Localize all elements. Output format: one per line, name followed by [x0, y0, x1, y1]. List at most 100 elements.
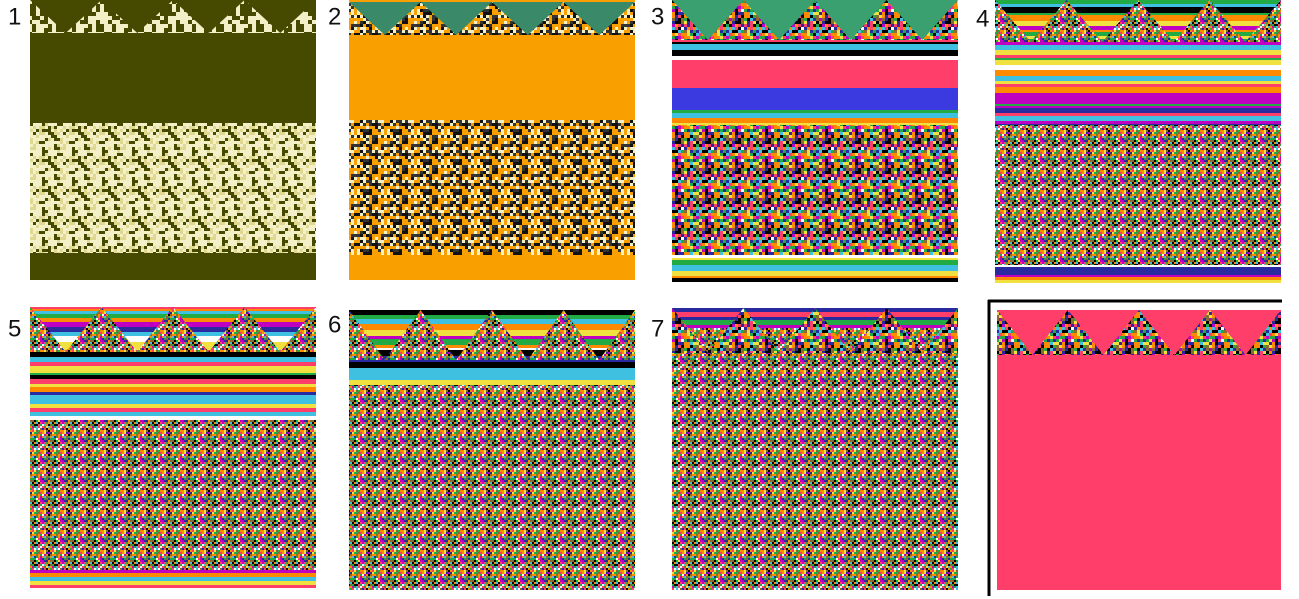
triangle: [65, 0, 138, 33]
triangle: [30, 0, 66, 33]
stripe: [30, 373, 316, 375]
stripe: [672, 276, 958, 278]
stripe: [995, 265, 1281, 267]
stripe: [30, 384, 316, 387]
noise: [349, 385, 635, 590]
stripe: [995, 113, 1281, 116]
triangle: [349, 2, 385, 35]
stripe: [30, 379, 316, 384]
stripe: [995, 81, 1281, 84]
triangle: [995, 0, 1031, 42]
stripe: [672, 110, 958, 113]
stripe: [995, 60, 1281, 65]
stripe: [995, 267, 1281, 271]
stripe: [30, 585, 316, 588]
triangle: [137, 307, 209, 352]
triangle: [850, 308, 923, 353]
triangle: [65, 307, 138, 352]
stripe: [30, 412, 316, 416]
stripe: [995, 280, 1281, 283]
stripe: [30, 352, 316, 357]
stripe: [995, 84, 1281, 87]
noise: [349, 120, 635, 255]
stripe: [995, 124, 1281, 125]
stripe: [30, 395, 316, 399]
noise: [672, 328, 958, 590]
triangle: [456, 2, 528, 35]
stripe: [30, 416, 316, 420]
triangle: [1245, 0, 1281, 42]
stripe: [995, 50, 1281, 55]
triangle: [208, 0, 281, 33]
band: [672, 88, 958, 110]
triangle: [1173, 0, 1246, 42]
band: [672, 60, 958, 88]
stripe: [672, 50, 958, 56]
stripe: [995, 93, 1281, 99]
triangle: [779, 308, 851, 353]
stripe: [672, 56, 958, 60]
stripe: [995, 121, 1281, 124]
triangle: [1103, 310, 1175, 355]
stripe: [30, 581, 316, 585]
stripe: [672, 118, 958, 123]
stripe: [995, 271, 1281, 275]
stripe: [30, 404, 316, 408]
triangle: [922, 0, 958, 40]
label-bg: [974, 6, 994, 34]
stripe: [995, 73, 1281, 76]
stripe: [30, 375, 316, 379]
triangle: [1030, 0, 1103, 42]
label-bg: [326, 4, 346, 32]
stripe: [995, 106, 1281, 108]
panel-label: 7: [651, 315, 664, 342]
triangle: [456, 310, 528, 360]
stripe: [30, 371, 316, 373]
stripe: [672, 265, 958, 271]
triangle: [922, 308, 958, 353]
stripe: [672, 123, 958, 125]
stripe: [995, 277, 1281, 280]
stripe: [995, 55, 1281, 58]
noise: [672, 125, 958, 255]
label-bg: [6, 316, 26, 344]
stripe: [349, 380, 635, 385]
noise: [30, 420, 316, 570]
triangle: [137, 0, 209, 33]
triangle: [527, 310, 600, 360]
stripe: [349, 374, 635, 380]
stripe: [672, 278, 958, 282]
stripe: [672, 42, 958, 44]
panel-bg: [997, 355, 1281, 590]
label-bg: [6, 4, 26, 32]
stripe: [995, 275, 1281, 277]
stripe: [672, 260, 958, 265]
triangle: [1032, 310, 1104, 355]
stripe: [672, 40, 958, 42]
triangle: [30, 307, 66, 352]
panel-label: 4: [976, 5, 989, 32]
stripe: [672, 44, 958, 47]
triangle: [850, 0, 923, 40]
stripe: [30, 387, 316, 392]
stripe: [349, 368, 635, 374]
triangle: [384, 310, 457, 360]
stripe: [995, 42, 1281, 45]
stripe: [30, 577, 316, 581]
stripe: [30, 366, 316, 371]
stripe: [995, 58, 1281, 60]
triangle: [779, 0, 851, 40]
triangle: [599, 310, 635, 360]
stripe: [349, 362, 635, 368]
triangle: [1245, 310, 1281, 355]
panel-label: 2: [328, 3, 341, 30]
stripe: [30, 410, 316, 412]
noise: [995, 125, 1281, 265]
panel-label: 1: [8, 3, 21, 30]
triangle: [1102, 0, 1174, 42]
stripe: [995, 70, 1281, 73]
label-bg: [649, 4, 669, 32]
stripe: [672, 255, 958, 258]
stripe: [30, 570, 316, 573]
